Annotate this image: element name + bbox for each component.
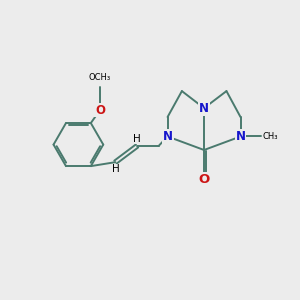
Text: H: H bbox=[133, 134, 141, 144]
Text: CH₃: CH₃ bbox=[262, 132, 278, 141]
Text: N: N bbox=[163, 130, 172, 143]
Text: OCH₃: OCH₃ bbox=[89, 74, 111, 82]
Text: N: N bbox=[236, 130, 245, 143]
Text: O: O bbox=[198, 173, 210, 186]
Text: N: N bbox=[199, 102, 209, 115]
Text: H: H bbox=[112, 164, 119, 175]
Text: O: O bbox=[95, 103, 105, 116]
